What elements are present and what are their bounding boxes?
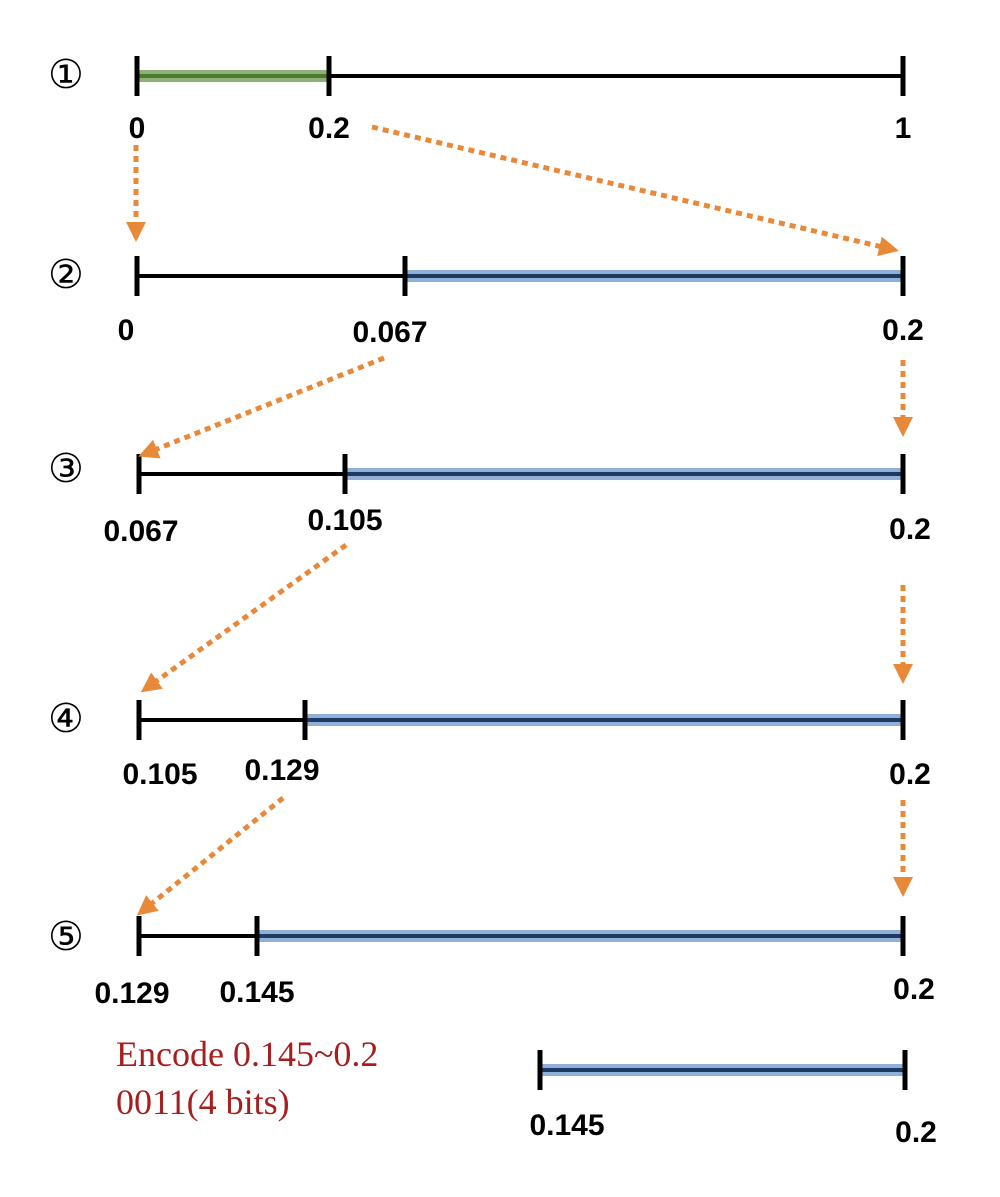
row-2-split-label: 0.067 [352,316,427,349]
result-start-label: 0.145 [529,1109,604,1142]
caption-line-1: Encode 0.145~0.2 [116,1034,378,1074]
zoom-arrows [126,124,913,916]
step-label-3: ③ [48,446,84,492]
arrow-row1-split-to-row2-end [371,124,899,257]
arrow-row3-split-to-row4-start [140,542,348,693]
interval-row-2: ② 0 0.067 0.2 [48,252,924,349]
row-3-end-label: 0.2 [889,513,931,546]
row-5-start-label: 0.129 [94,977,169,1010]
row-2-end-label: 0.2 [882,314,924,347]
row-3-split-label: 0.105 [307,504,382,537]
row-1-end-label: 1 [895,112,912,145]
row-4-split-label: 0.129 [244,754,319,787]
row-3-start-label: 0.067 [103,515,178,548]
row-1-split-label: 0.2 [308,112,350,145]
interval-row-1: ① 0 0.2 1 [48,52,911,145]
interval-row-4: ④ 0.105 0.129 0.2 [48,696,931,791]
row-5-end-label: 0.2 [893,973,935,1006]
step-label-1: ① [48,52,84,98]
row-4-end-label: 0.2 [889,758,931,791]
row-2-start-label: 0 [118,314,135,347]
row-4-start-label: 0.105 [122,758,197,791]
arrow-row4-split-to-row5-start [136,796,285,916]
interval-row-3: ③ 0.067 0.105 0.2 [48,446,931,548]
step-label-5: ⑤ [48,914,84,960]
arrow-row2-split-to-row3-start [138,355,385,459]
row-5-split-label: 0.145 [219,976,294,1009]
caption-line-2: 0011(4 bits) [116,1082,290,1122]
step-label-2: ② [48,252,84,298]
step-label-4: ④ [48,696,84,742]
result-interval: 0.145 0.2 [529,1050,937,1149]
interval-row-5: ⑤ 0.129 0.145 0.2 [48,914,935,1010]
encoding-caption: Encode 0.145~0.2 0011(4 bits) [116,1034,378,1122]
row-1-start-label: 0 [129,112,146,145]
result-end-label: 0.2 [895,1116,937,1149]
